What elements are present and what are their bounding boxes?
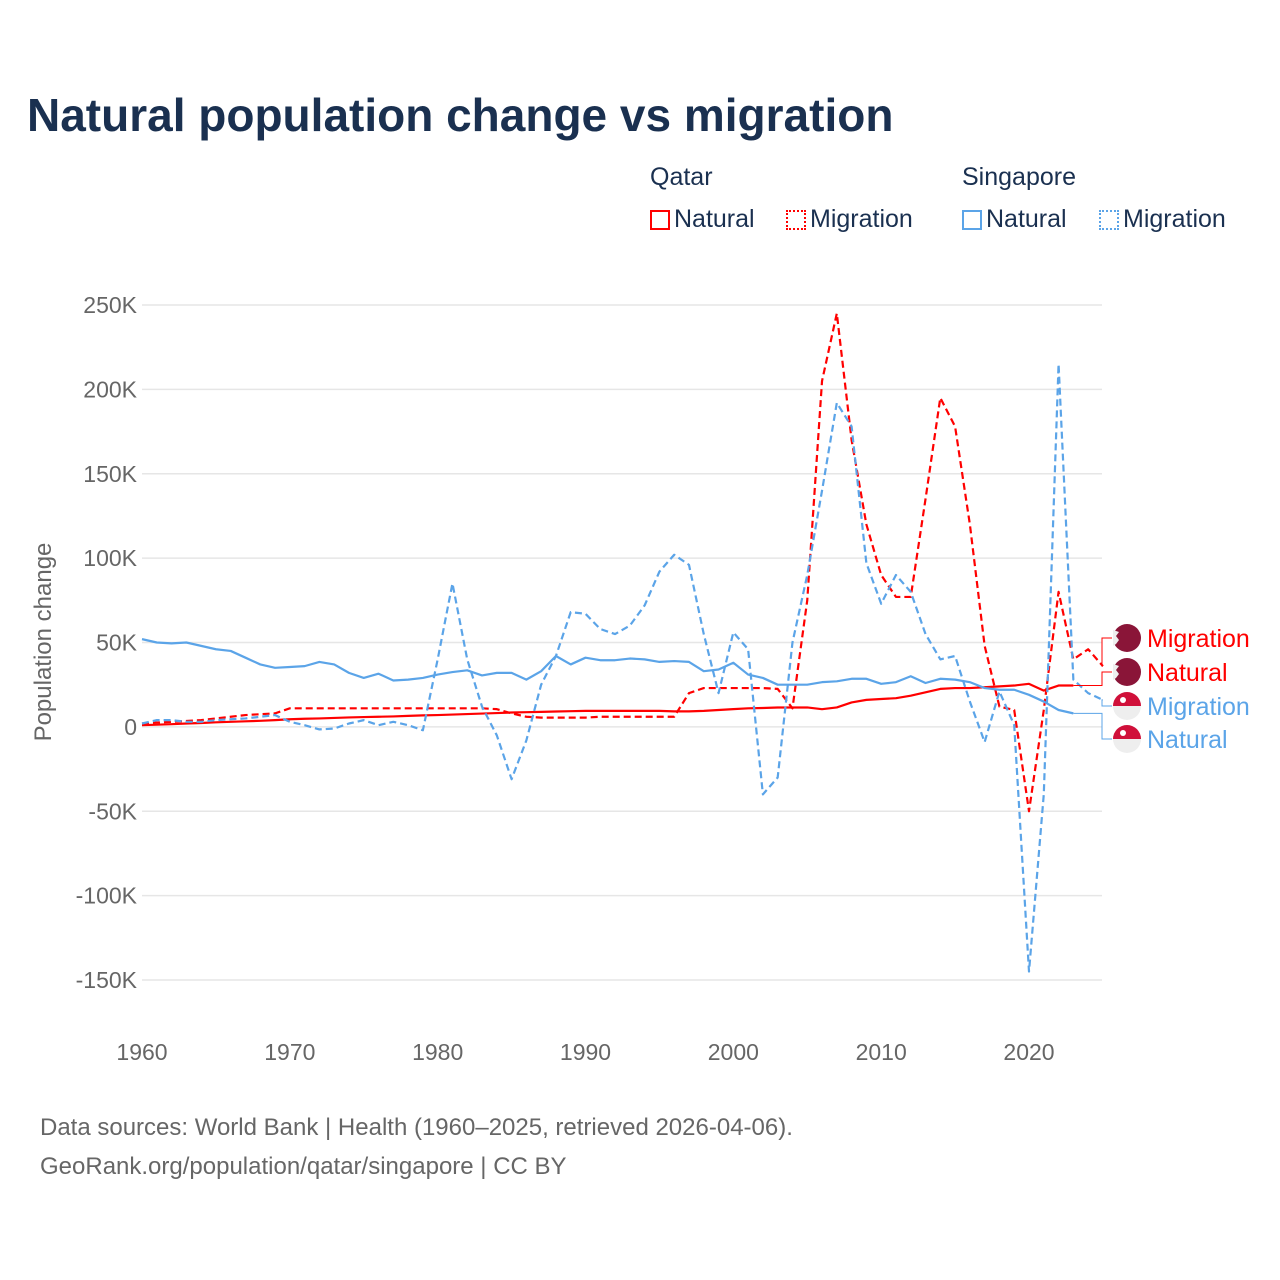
x-tick-label: 2010 [856, 1039, 907, 1065]
singapore-flag-icon [1113, 692, 1141, 720]
legend-item-qatar-migration[interactable]: Migration [786, 205, 913, 234]
label-connector [1073, 712, 1112, 740]
dotted-swatch-icon [786, 209, 806, 230]
source-line-1: Data sources: World Bank | Health (1960–… [40, 1114, 793, 1141]
series-end-label: Migration [1147, 625, 1250, 653]
x-tick-label: 1970 [264, 1039, 315, 1065]
x-tick-label: 1990 [560, 1039, 611, 1065]
source-note: Data sources: World Bank | Health (1960–… [40, 1108, 793, 1186]
series-end-label: Natural [1147, 659, 1228, 687]
legend-group-qatar: Qatar [650, 163, 713, 191]
y-tick-label: 50K [96, 630, 138, 656]
legend-group-singapore: Singapore [962, 163, 1076, 191]
x-tick-label: 1960 [116, 1039, 167, 1065]
legend-item-singapore-migration[interactable]: Migration [1099, 205, 1226, 234]
label-connector [1101, 637, 1112, 667]
qatar-flag-icon [1113, 658, 1141, 686]
series-line-singapore-migration[interactable] [141, 362, 1104, 973]
legend-label: Natural [986, 205, 1067, 233]
solid-swatch-icon [962, 209, 982, 230]
label-connector [1101, 699, 1112, 707]
series-end-label: Migration [1147, 693, 1250, 721]
legend-item-qatar-natural[interactable]: Natural [650, 205, 755, 234]
y-tick-label: 100K [83, 545, 137, 571]
series-line-singapore-natural[interactable] [141, 638, 1074, 715]
qatar-flag-icon [1113, 624, 1141, 652]
series-end-label: Natural [1147, 726, 1228, 754]
x-tick-label: 2000 [708, 1039, 759, 1065]
solid-swatch-icon [650, 209, 670, 230]
series-line-qatar-migration[interactable] [141, 312, 1104, 813]
x-tick-label: 2020 [1003, 1039, 1054, 1065]
legend-item-singapore-natural[interactable]: Natural [962, 205, 1067, 234]
legend-label: Migration [1123, 205, 1226, 233]
source-line-2[interactable]: GeoRank.org/population/qatar/singapore |… [40, 1153, 567, 1180]
y-tick-label: 200K [83, 376, 137, 402]
y-tick-label: 0 [124, 714, 137, 740]
chart-title: Natural population change vs migration [27, 89, 894, 141]
series-line-qatar-natural[interactable] [141, 682, 1074, 727]
y-tick-label: -50K [88, 798, 137, 824]
x-tick-label: 1980 [412, 1039, 463, 1065]
y-tick-label: -100K [76, 883, 138, 909]
y-tick-label: -150K [76, 967, 138, 993]
singapore-flag-icon [1113, 725, 1141, 753]
label-connector [1073, 671, 1112, 687]
legend-label: Migration [810, 205, 913, 233]
y-tick-label: 150K [83, 461, 137, 487]
dotted-swatch-icon [1099, 209, 1119, 230]
y-axis-label: Population change [30, 543, 57, 742]
y-tick-label: 250K [83, 292, 137, 318]
legend-label: Natural [674, 205, 755, 233]
